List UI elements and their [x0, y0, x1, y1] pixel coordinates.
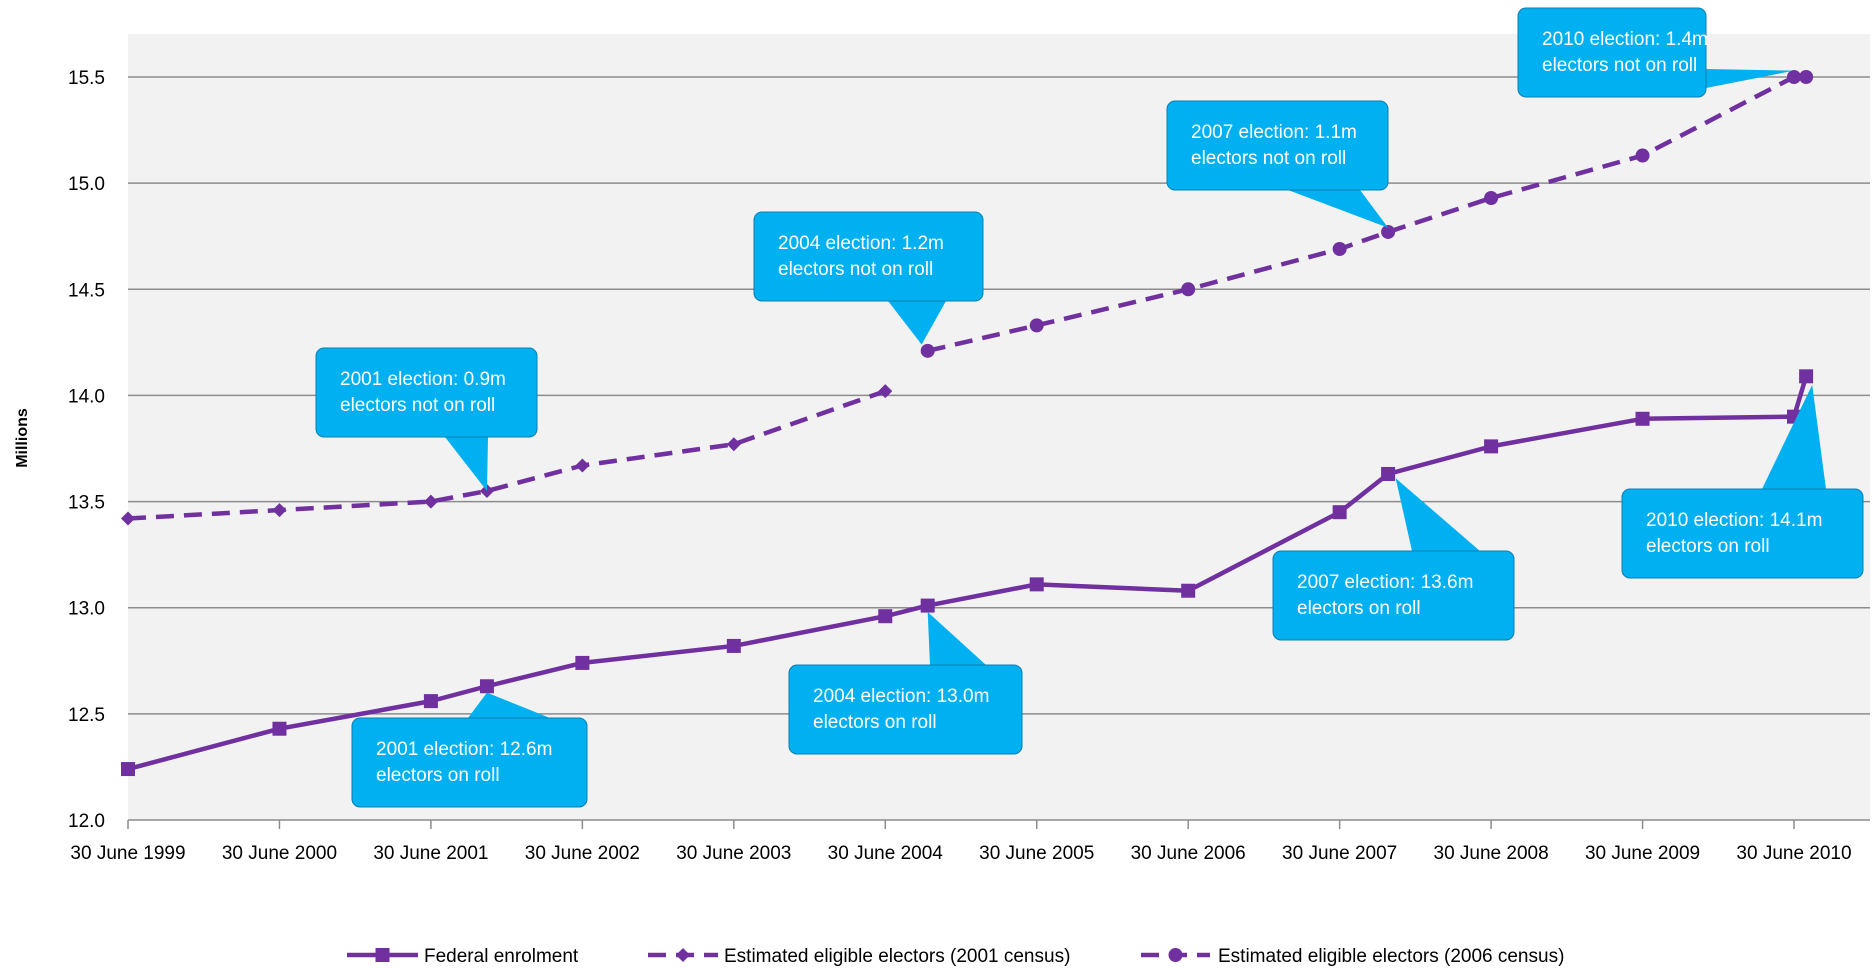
data-point: [575, 458, 590, 473]
callout-text-line2: electors on roll: [813, 712, 937, 733]
callout-text-line2: electors on roll: [376, 765, 500, 786]
x-tick-label: 30 June 2006: [1131, 843, 1246, 864]
x-tick-label: 30 June 2005: [979, 843, 1094, 864]
data-point: [272, 721, 287, 736]
callout-text-line1: 2007 election: 1.1m: [1191, 122, 1357, 143]
data-point: [1484, 439, 1499, 454]
x-tick-label: 30 June 2007: [1282, 843, 1397, 864]
x-tick-label: 30 June 2000: [222, 843, 337, 864]
callout-pointer: [1706, 69, 1794, 88]
callout-text-line1: 2004 election: 13.0m: [813, 686, 989, 707]
legend-marker: [1168, 948, 1183, 962]
x-tick-label: 30 June 1999: [70, 843, 185, 864]
x-tick-label: 30 June 2002: [525, 843, 640, 864]
callouts: 2001 election: 0.9m electors not on roll 2…: [315, 7, 1864, 808]
y-tick-label: 14.5: [68, 280, 105, 301]
callout-pointer: [1288, 190, 1389, 228]
data-point: [1635, 411, 1650, 426]
callout-text-line1: 2010 election: 1.4m: [1542, 29, 1708, 50]
data-point: [121, 511, 135, 526]
data-point: [1332, 241, 1347, 256]
callout-text-line1: 2007 election: 13.6m: [1297, 572, 1473, 593]
series-lines: [121, 70, 1814, 777]
callout-box: [788, 664, 1023, 755]
data-point: [1484, 191, 1499, 206]
callout-text-line1: 2004 election: 1.2m: [778, 233, 944, 254]
callout-pointer: [1395, 478, 1480, 551]
data-point: [726, 638, 741, 653]
callout-text-line2: electors not on roll: [1191, 148, 1346, 169]
callout-box: [753, 211, 984, 302]
callout-box: [351, 717, 588, 808]
x-tick-label: 30 June 2010: [1736, 843, 1851, 864]
data-point: [1332, 505, 1347, 520]
legend-marker: [676, 948, 690, 962]
callout-box: [1621, 488, 1864, 579]
legend-label: Estimated eligible electors (2006 census…: [1218, 946, 1564, 967]
legend-marker: [375, 948, 390, 962]
data-point: [272, 503, 287, 518]
callout-pointer: [927, 611, 986, 665]
x-axis: 30 June 1999 30 June 2000 30 June 2001 30 J…: [70, 819, 1870, 864]
data-point: [423, 494, 438, 509]
data-point: [920, 343, 935, 358]
callout-pointer: [888, 301, 946, 345]
data-point: [1381, 224, 1396, 239]
y-axis-ticks: 12.0 12.5 13.0 13.5 14.0 14.5 15.0 15.5: [68, 68, 105, 832]
legend-label: Estimated eligible electors (2001 census…: [724, 946, 1070, 967]
callout-text-line2: electors not on roll: [1542, 55, 1697, 76]
callout-text-line2: electors not on roll: [778, 259, 933, 280]
x-tick-label: 30 June 2009: [1585, 843, 1700, 864]
callout-box: [315, 347, 538, 438]
callout-pointer: [468, 692, 550, 718]
callout-text-line1: 2010 election: 14.1m: [1646, 510, 1822, 531]
data-point: [423, 694, 438, 709]
legend: Federal enrolment Estimated eligible elec…: [347, 946, 1564, 967]
data-point: [920, 598, 935, 613]
data-point: [726, 437, 741, 452]
series-line: [927, 74, 1807, 354]
data-point: [575, 655, 590, 670]
x-tick-label: 30 June 2003: [676, 843, 791, 864]
data-point: [1381, 466, 1396, 481]
callout-box: [1272, 550, 1515, 641]
data-point: [1181, 583, 1196, 598]
data-point: [1787, 70, 1801, 84]
x-tick-label: 30 June 2008: [1434, 843, 1549, 864]
data-point: [1181, 282, 1196, 297]
data-point: [1799, 369, 1814, 384]
data-point: [1799, 70, 1814, 84]
y-tick-label: 15.0: [68, 174, 105, 195]
y-tick-label: 13.5: [68, 493, 105, 514]
y-tick-label: 13.0: [68, 599, 105, 620]
x-tick-label: 30 June 2001: [373, 843, 488, 864]
callout-box: [1517, 7, 1707, 98]
y-axis-title: Millions: [14, 408, 31, 468]
callout-text-line2: electors not on roll: [340, 395, 495, 416]
data-point: [1029, 318, 1044, 333]
legend-label: Federal enrolment: [424, 946, 579, 967]
y-tick-label: 12.5: [68, 705, 105, 726]
data-point: [878, 384, 893, 399]
callout-text-line1: 2001 election: 12.6m: [376, 739, 552, 760]
y-tick-label: 12.0: [68, 811, 105, 832]
y-tick-label: 14.0: [68, 386, 105, 407]
callout-box: [1166, 100, 1389, 191]
data-point: [479, 679, 494, 694]
callout-pointer: [1762, 384, 1826, 489]
callout-text-line1: 2001 election: 0.9m: [340, 369, 506, 390]
callout-text-line2: electors on roll: [1297, 598, 1421, 619]
series-line: [127, 375, 1809, 772]
data-point: [878, 609, 893, 624]
y-tick-label: 15.5: [68, 68, 105, 89]
x-tick-label: 30 June 2004: [828, 843, 944, 864]
data-point: [1635, 148, 1650, 163]
callout-pointer: [445, 437, 488, 491]
data-point: [1029, 577, 1044, 592]
data-point: [121, 762, 135, 777]
callout-text-line2: electors on roll: [1646, 536, 1770, 557]
